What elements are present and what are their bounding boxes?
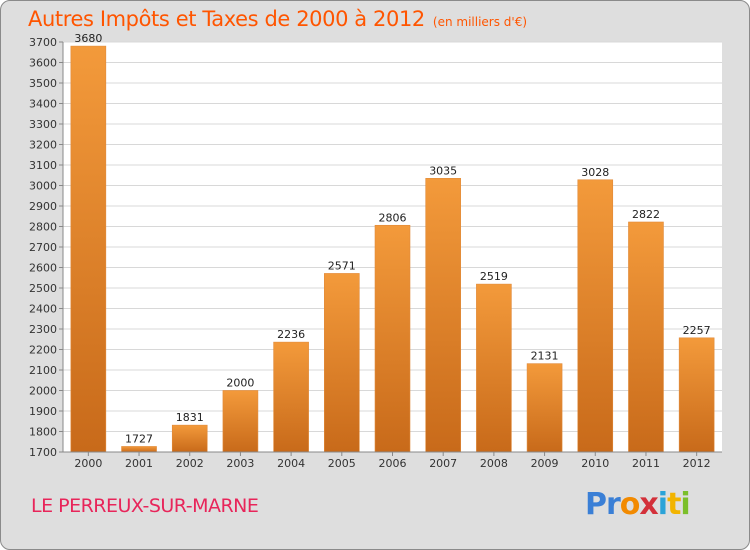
x-tick-label: 2011 (632, 457, 660, 470)
y-tick-label: 2600 (29, 262, 57, 275)
y-tick-label: 2300 (29, 323, 57, 336)
data-label: 2571 (328, 259, 356, 272)
place-name: LE PERREUX-SUR-MARNE (31, 495, 259, 517)
data-label: 2236 (277, 328, 305, 341)
y-tick-label: 3100 (29, 159, 57, 172)
y-tick-label: 1900 (29, 405, 57, 418)
x-tick-label: 2012 (683, 457, 711, 470)
x-tick-label: 2010 (581, 457, 609, 470)
x-tick-label: 2005 (328, 457, 356, 470)
bar (70, 45, 107, 453)
y-tick-label: 3700 (29, 36, 57, 49)
bar (222, 390, 259, 453)
y-tick-label: 1800 (29, 426, 57, 439)
y-tick-label: 3600 (29, 57, 57, 70)
y-tick-label: 3300 (29, 118, 57, 131)
logo-part: o (619, 487, 641, 522)
y-tick-label: 2500 (29, 282, 57, 295)
bar (476, 283, 512, 453)
y-tick-label: 2800 (29, 221, 57, 234)
unit-note: (en milliers d'€) (432, 15, 528, 29)
x-tick-label: 2002 (176, 457, 204, 470)
data-label: 2000 (226, 377, 254, 390)
y-tick-label: 3000 (29, 180, 57, 193)
y-tick-label: 3500 (29, 77, 57, 90)
bar (273, 341, 309, 453)
data-label: 2519 (480, 270, 508, 283)
data-label: 2806 (379, 211, 407, 224)
bar (121, 446, 157, 453)
y-tick-label: 1700 (29, 446, 57, 459)
y-tick-label: 3200 (29, 139, 57, 152)
logo-part: x (639, 487, 658, 522)
bar (628, 221, 664, 453)
bar (171, 424, 208, 453)
y-tick-label: 2700 (29, 241, 57, 254)
bar (374, 224, 411, 453)
y-tick-label: 3400 (29, 98, 57, 111)
x-tick-label: 2000 (74, 457, 102, 470)
bar (678, 337, 715, 453)
x-tick-label: 2001 (125, 457, 153, 470)
x-tick-label: 2006 (379, 457, 407, 470)
x-tick-label: 2004 (277, 457, 305, 470)
y-tick-label: 2000 (29, 385, 57, 398)
x-tick-label: 2009 (531, 457, 559, 470)
data-label: 3035 (429, 164, 457, 177)
data-label: 1727 (125, 432, 153, 445)
y-tick-label: 2900 (29, 200, 57, 213)
data-label: 2131 (531, 350, 559, 363)
chart-title: Autres Impôts et Taxes de 2000 à 2012 (28, 7, 425, 31)
y-tick-label: 2100 (29, 364, 57, 377)
bar (324, 273, 360, 453)
x-tick-label: 2008 (480, 457, 508, 470)
y-tick-label: 2400 (29, 303, 57, 316)
x-tick-label: 2003 (226, 457, 254, 470)
y-tick-label: 2200 (29, 344, 57, 357)
bar (577, 179, 614, 453)
data-label: 2822 (632, 208, 660, 221)
x-tick-label: 2007 (429, 457, 457, 470)
chart-title-group: Autres Impôts et Taxes de 2000 à 2012 (en… (28, 7, 527, 31)
logo-part: Pr (585, 487, 621, 522)
logo-part: i (680, 487, 690, 522)
data-label: 3680 (74, 32, 102, 45)
data-label: 2257 (683, 324, 711, 337)
logo-part: t (667, 487, 681, 522)
bar (425, 178, 461, 453)
data-label: 3028 (581, 166, 609, 179)
proxiti-logo: Proxiti (585, 487, 691, 522)
logo-part: i (657, 487, 668, 522)
data-label: 1831 (176, 411, 204, 424)
bar (526, 363, 563, 453)
